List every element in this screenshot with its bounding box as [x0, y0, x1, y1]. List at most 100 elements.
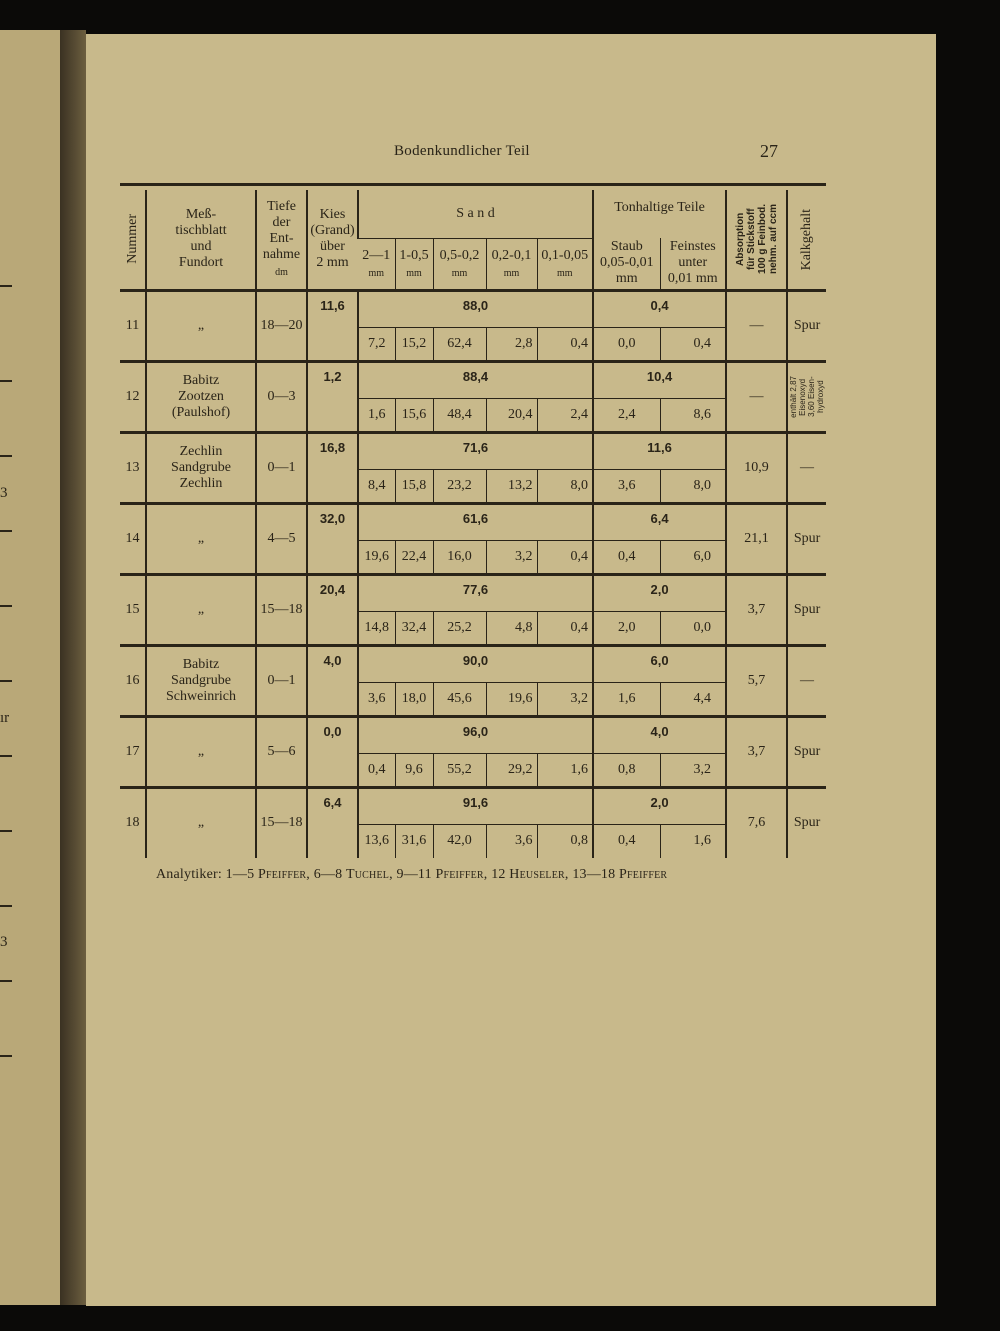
header-unit: mm	[406, 267, 422, 279]
row-sand-total: 77,6	[356, 572, 594, 612]
table-row: 13 Zechlin Sandgrube Zechlin 0—1 16,8 71,6 11,6…	[120, 430, 827, 503]
row-sand-fraction: 3,6	[485, 824, 537, 858]
header-fundort-line: tischblatt	[175, 223, 227, 239]
row-sand-fraction: 14,8	[357, 611, 395, 645]
row-kies: 1,2	[306, 359, 358, 432]
header-kies-line: Kies	[319, 207, 346, 223]
header-sand-range-value: 1-0,5	[399, 247, 429, 263]
row-sand-fraction: 42,0	[432, 824, 486, 858]
header-fundort-line: Fundort	[178, 255, 224, 271]
row-staub: 0,4	[592, 824, 661, 858]
row-sand-fraction: 16,0	[432, 540, 486, 574]
row-staub: 3,6	[592, 469, 661, 503]
row-absorption: 10,9	[725, 430, 788, 503]
row-kalk: Spur	[786, 785, 827, 858]
row-fundort-line: Zootzen	[178, 388, 224, 404]
row-fundort: „	[145, 572, 256, 645]
analyst-name: Heuseler	[509, 867, 565, 882]
row-number: 13	[120, 430, 146, 503]
header-sand-range-value: 0,2-0,1	[491, 247, 532, 263]
row-kalk: Spur	[786, 288, 827, 361]
margin-fragment: 3	[0, 934, 8, 950]
row-kalk-note: enthält 2,87 Eisenoxyd 3,60 Eisen-hydroxyd	[789, 376, 825, 418]
header-staub-line: 0,05-0,01	[599, 255, 654, 271]
analyst-range: 13—18	[572, 867, 616, 882]
row-feinstes: 0,4	[659, 327, 727, 361]
header-kies: Kies (Grand) über 2 mm	[306, 190, 358, 290]
analyst-range: 12	[491, 867, 506, 882]
margin-fragment: ır	[0, 710, 10, 726]
header-staub-line: mm	[615, 271, 638, 287]
row-tiefe: 18—20	[255, 288, 307, 361]
row-tiefe: 5—6	[255, 714, 307, 787]
row-feinstes: 6,0	[659, 540, 727, 574]
margin-dash	[0, 830, 12, 832]
header-absorption-line: nehm. auf ccm	[767, 204, 779, 275]
row-absorption: —	[725, 359, 788, 432]
margin-dash	[0, 530, 12, 532]
row-fundort-line: Babitz	[182, 372, 220, 388]
table-subrow: 19,6 22,4 16,0 3,2 0,4 0,4 6,0	[120, 540, 826, 574]
row-fundort-line: „	[197, 601, 205, 617]
row-feinstes: 0,0	[659, 611, 727, 645]
row-sand-fraction: 0,4	[536, 540, 594, 574]
row-sand-total: 88,4	[356, 359, 594, 399]
row-ton-total: 2,0	[592, 572, 727, 612]
row-fundort: „	[145, 501, 256, 574]
row-sand-fraction: 0,4	[357, 753, 395, 787]
table-subrow: 14,8 32,4 25,2 4,8 0,4 2,0 0,0	[120, 611, 826, 645]
row-sand-total: 71,6	[356, 430, 594, 470]
row-fundort: Babitz Sandgrube Schweinrich	[145, 643, 256, 716]
row-ton-total: 0,4	[592, 288, 727, 328]
header-tiefe-line: Tiefe	[266, 199, 297, 215]
row-number: 17	[120, 714, 146, 787]
row-kalk: Spur	[786, 501, 827, 574]
header-fundort: Meß-tischblatt und Fundort	[145, 190, 256, 290]
row-ton-total: 2,0	[592, 785, 727, 825]
row-number: 11	[120, 288, 146, 361]
row-sand-fraction: 25,2	[432, 611, 486, 645]
row-kalk: enthält 2,87 Eisenoxyd 3,60 Eisen-hydroxyd	[786, 359, 827, 432]
row-sand-total: 90,0	[356, 643, 594, 683]
row-sand-fraction: 18,0	[394, 682, 433, 716]
row-number: 16	[120, 643, 146, 716]
row-feinstes: 1,6	[659, 824, 727, 858]
row-kies: 4,0	[306, 643, 358, 716]
row-staub: 0,8	[592, 753, 661, 787]
header-fundort-line: Meß-	[185, 207, 217, 223]
row-absorption: 7,6	[725, 785, 788, 858]
header-tiefe-unit: dm	[275, 267, 288, 279]
row-sand-fraction: 0,4	[536, 611, 594, 645]
row-fundort: „	[145, 785, 256, 858]
row-fundort: „	[145, 714, 256, 787]
analyst-name: Tuchel	[346, 867, 390, 882]
table-subrow: 1,6 15,6 48,4 20,4 2,4 2,4 8,6	[120, 398, 826, 432]
row-tiefe: 0—1	[255, 430, 307, 503]
table-row: 17 „ 5—6 0,0 96,0 4,0 3,7 Spur	[120, 714, 827, 787]
row-fundort-line: Zechlin	[179, 443, 223, 459]
footnote-label: Analytiker:	[156, 867, 222, 882]
soil-analysis-table: Nummer Meß-tischblatt und Fundort Tiefe der…	[120, 190, 827, 858]
row-sand-fraction: 20,4	[485, 398, 537, 432]
top-rule	[120, 183, 826, 186]
margin-dash	[0, 605, 12, 607]
analyst-name: Pfeiffer	[619, 867, 668, 882]
row-sand-fraction: 7,2	[357, 327, 395, 361]
row-absorption: —	[725, 288, 788, 361]
row-fundort-line: (Paulshof)	[171, 404, 231, 420]
table-subrow: 3,6 18,0 45,6 19,6 3,2 1,6 4,4	[120, 682, 826, 716]
header-sand-range: 0,5-0,2 mm	[432, 237, 486, 290]
row-kalk: Spur	[786, 714, 827, 787]
header-feinstes-line: Feinstes	[669, 239, 716, 255]
row-sand-fraction: 4,8	[485, 611, 537, 645]
row-sand-fraction: 13,2	[485, 469, 537, 503]
row-ton-total: 6,4	[592, 501, 727, 541]
header-absorption-line: Absorption	[734, 212, 746, 266]
row-absorption: 5,7	[725, 643, 788, 716]
table-row: 14 „ 4—5 32,0 61,6 6,4 21,1 Spur	[120, 501, 827, 574]
row-fundort-line: Zechlin	[179, 475, 223, 491]
row-fundort-line: Schweinrich	[166, 688, 236, 704]
header-absorption: Absorption für Stickstoff 100 g Feinbod. ne…	[725, 190, 788, 290]
row-kalk: Spur	[786, 572, 827, 645]
book-spine	[60, 30, 86, 1305]
